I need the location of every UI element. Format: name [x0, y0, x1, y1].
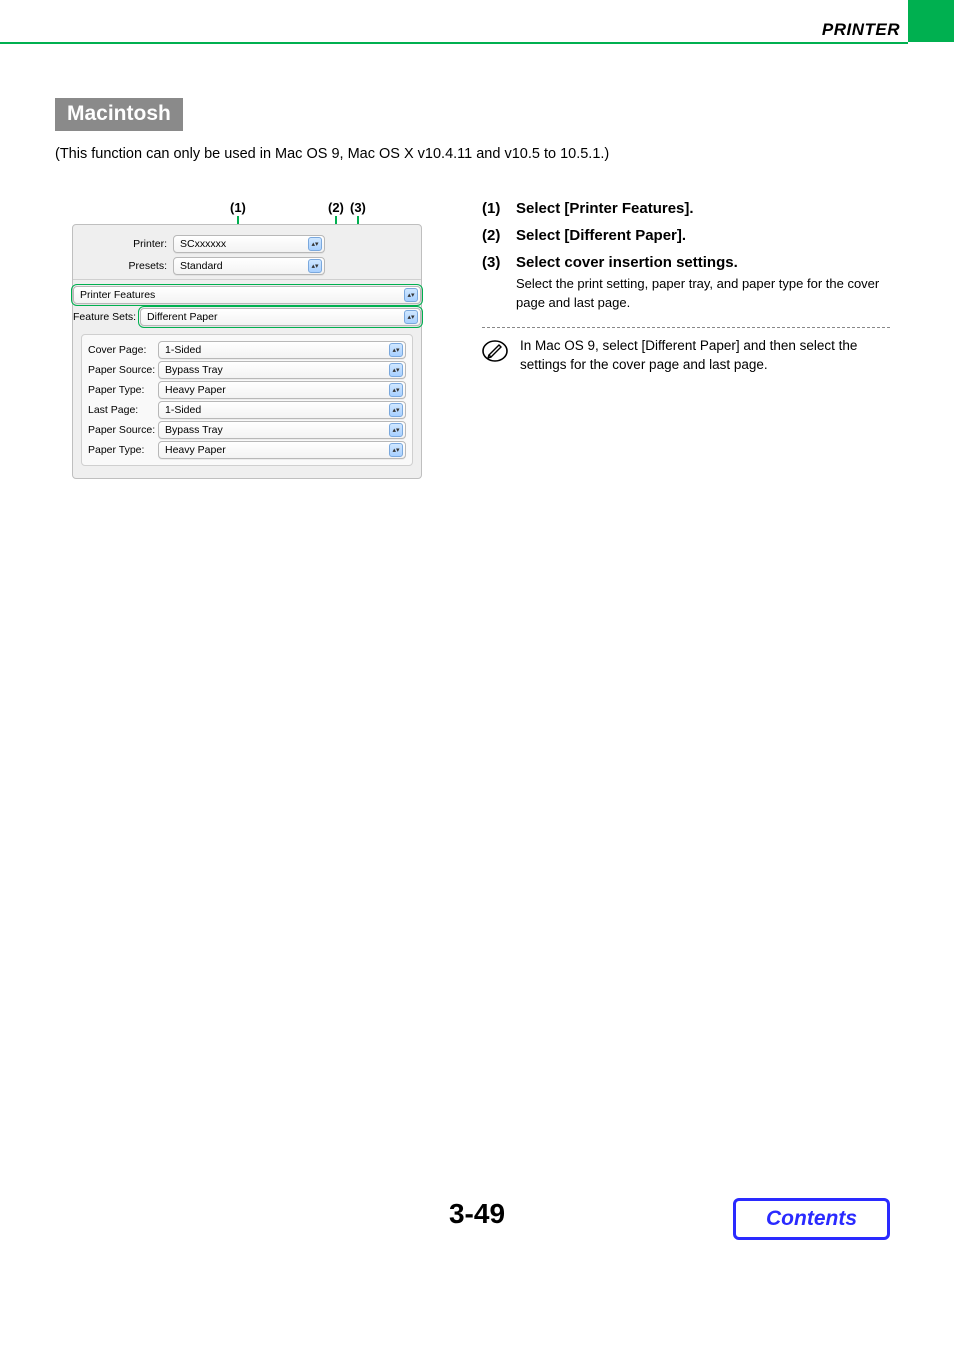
cover-page-value: 1-Sided — [165, 344, 201, 356]
step-2-num: (2) — [482, 227, 516, 244]
dropdown-arrows-icon: ▴▾ — [389, 343, 403, 357]
step-1-text: Select [Printer Features]. — [516, 200, 694, 217]
dropdown-arrows-icon: ▴▾ — [308, 259, 322, 273]
instructions: (1) Select [Printer Features]. (2) Selec… — [482, 200, 890, 375]
dropdown-arrows-icon: ▴▾ — [389, 363, 403, 377]
dropdown-arrows-icon: ▴▾ — [389, 423, 403, 437]
step-3-text: Select cover insertion settings. — [516, 254, 738, 271]
platform-badge: Macintosh — [55, 98, 183, 131]
last-page-value: 1-Sided — [165, 404, 201, 416]
note-text: In Mac OS 9, select [Different Paper] an… — [520, 336, 890, 375]
settings-group: Cover Page: 1-Sided ▴▾ Paper Source: Bypa… — [81, 334, 413, 466]
paper-type2-label: Paper Type: — [88, 444, 158, 456]
paper-type-value: Heavy Paper — [165, 384, 226, 396]
callout-2: (2) — [328, 200, 344, 215]
dropdown-arrows-icon: ▴▾ — [389, 443, 403, 457]
paper-type-dropdown[interactable]: Heavy Paper ▴▾ — [158, 381, 406, 399]
printer-dropdown[interactable]: SCxxxxxx ▴▾ — [173, 235, 325, 253]
paper-type2-dropdown[interactable]: Heavy Paper ▴▾ — [158, 441, 406, 459]
dialog-screenshot: (1) (2) (3) Printer: SCxxxxxx ▴▾ Presets… — [72, 200, 422, 479]
presets-label: Presets: — [85, 260, 173, 272]
step-1-num: (1) — [482, 200, 516, 217]
contents-button[interactable]: Contents — [733, 1198, 890, 1240]
cover-page-label: Cover Page: — [88, 344, 158, 356]
header-accent-bar — [908, 0, 954, 42]
pane-dropdown[interactable]: Printer Features ▴▾ — [73, 286, 421, 304]
paper-source-dropdown[interactable]: Bypass Tray ▴▾ — [158, 361, 406, 379]
cover-page-dropdown[interactable]: 1-Sided ▴▾ — [158, 341, 406, 359]
step-3-num: (3) — [482, 254, 516, 271]
note-divider — [482, 327, 890, 328]
step-3-sub: Select the print setting, paper tray, an… — [516, 275, 890, 313]
dropdown-arrows-icon: ▴▾ — [389, 403, 403, 417]
last-page-label: Last Page: — [88, 404, 158, 416]
paper-source2-value: Bypass Tray — [165, 424, 223, 436]
note-icon — [482, 338, 508, 364]
presets-dropdown[interactable]: Standard ▴▾ — [173, 257, 325, 275]
intro-text: (This function can only be used in Mac O… — [55, 146, 609, 162]
paper-type2-value: Heavy Paper — [165, 444, 226, 456]
feature-sets-dropdown[interactable]: Different Paper ▴▾ — [140, 308, 421, 326]
paper-source-value: Bypass Tray — [165, 364, 223, 376]
paper-type-label: Paper Type: — [88, 384, 158, 396]
last-page-dropdown[interactable]: 1-Sided ▴▾ — [158, 401, 406, 419]
printer-label: Printer: — [85, 238, 173, 250]
callout-3: (3) — [350, 200, 366, 215]
printer-value: SCxxxxxx — [180, 238, 226, 250]
callout-1: (1) — [230, 200, 246, 215]
dropdown-arrows-icon: ▴▾ — [308, 237, 322, 251]
dropdown-arrows-icon: ▴▾ — [389, 383, 403, 397]
pane-value: Printer Features — [80, 289, 155, 301]
dropdown-arrows-icon: ▴▾ — [404, 310, 418, 324]
paper-source2-dropdown[interactable]: Bypass Tray ▴▾ — [158, 421, 406, 439]
print-dialog-panel: Printer: SCxxxxxx ▴▾ Presets: Standard ▴… — [72, 224, 422, 479]
step-2-text: Select [Different Paper]. — [516, 227, 686, 244]
feature-sets-value: Different Paper — [147, 311, 217, 323]
presets-value: Standard — [180, 260, 223, 272]
header-rule — [0, 42, 908, 44]
dropdown-arrows-icon: ▴▾ — [404, 288, 418, 302]
paper-source-label: Paper Source: — [88, 364, 158, 376]
paper-source2-label: Paper Source: — [88, 424, 158, 436]
section-header: PRINTER — [0, 20, 908, 40]
feature-sets-label: Feature Sets: — [73, 311, 136, 323]
